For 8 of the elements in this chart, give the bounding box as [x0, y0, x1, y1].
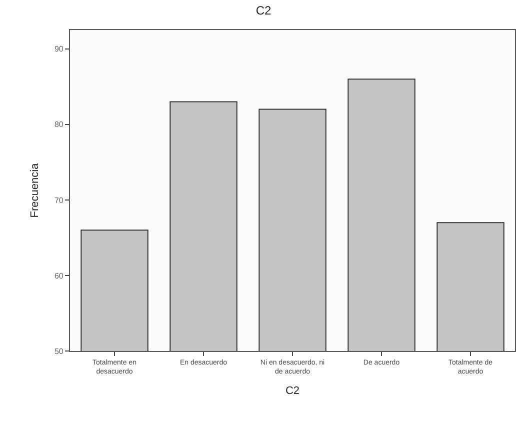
y-axis-title: Frecuencia: [29, 162, 41, 218]
y-tick-label: 50: [54, 346, 64, 356]
y-tick-label: 70: [54, 196, 64, 205]
y-tick-label: 60: [54, 271, 64, 280]
x-axis-title: C2: [285, 385, 300, 397]
y-tick-label: 90: [54, 44, 64, 54]
chart-title: C2: [256, 4, 272, 18]
y-tick-label: 80: [54, 120, 64, 130]
